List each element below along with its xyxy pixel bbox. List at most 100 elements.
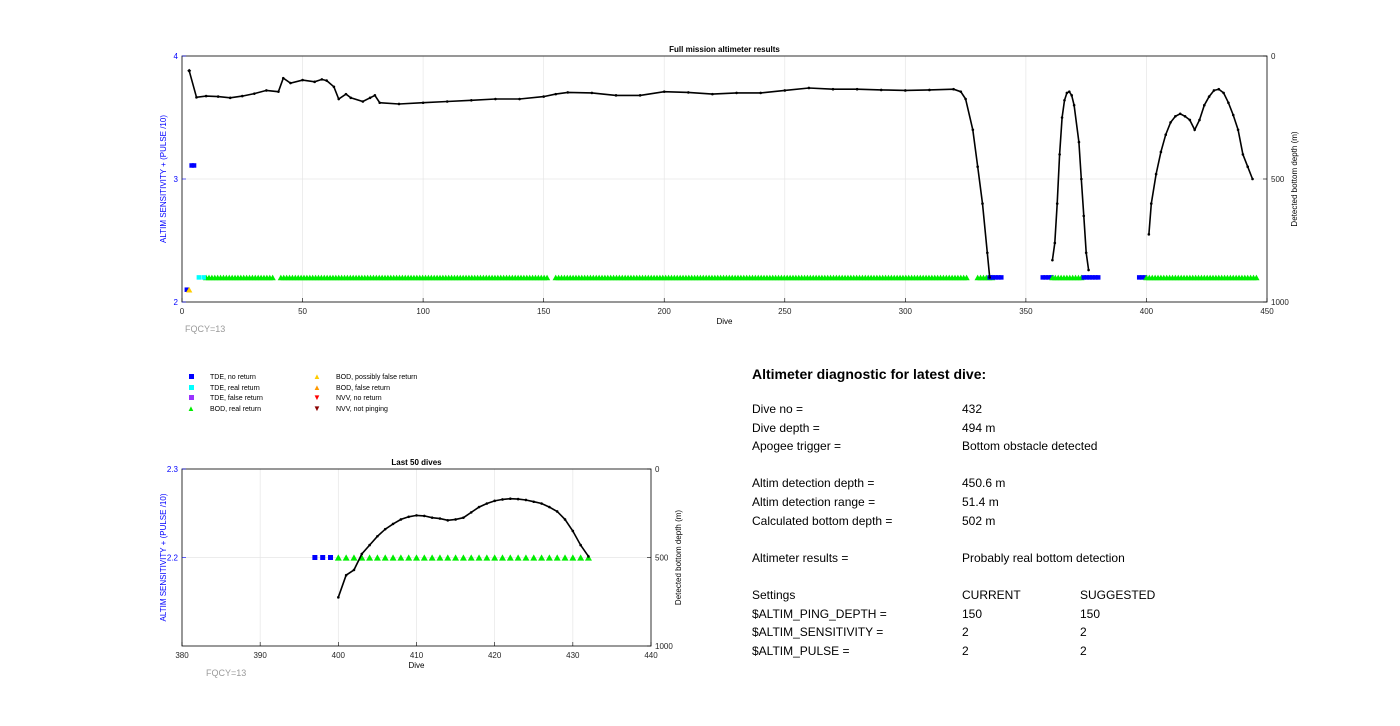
depth-point	[1222, 91, 1225, 95]
depth-point	[1154, 172, 1158, 176]
depth-line	[337, 497, 590, 598]
diagnostic-row: Altimeter results = Probably real bottom …	[752, 549, 1352, 568]
depth-point	[325, 79, 328, 82]
depth-point	[1051, 258, 1054, 262]
legend-item: ▼ NVV, no return	[312, 393, 382, 403]
x-tick-label: 0	[180, 307, 185, 316]
diagnostic-value: 2	[962, 643, 969, 658]
depth-point	[952, 87, 955, 91]
depth-point	[469, 511, 473, 514]
depth-point	[349, 96, 353, 100]
depth-point	[415, 514, 418, 517]
depth-point	[313, 80, 316, 84]
depth-point	[344, 573, 348, 577]
depth-point	[1080, 177, 1083, 181]
diagnostic-label: Calculated bottom depth =	[752, 513, 893, 528]
y-tick-label: 3	[174, 175, 179, 184]
depth-point	[1193, 128, 1196, 132]
depth-point	[265, 89, 268, 92]
legend-square-icon	[186, 383, 196, 393]
frequency-note: FQCY=13	[185, 324, 225, 334]
depth-point	[587, 555, 590, 558]
diagnostic-row: Calculated bottom depth = 502 m	[752, 512, 1352, 531]
depth-point	[373, 94, 377, 97]
diagnostic-label: Altim detection range =	[752, 494, 876, 509]
legend-label: NVV, not pinging	[336, 405, 388, 413]
marker-legend: TDE, no return TDE, real return TDE, false…	[180, 372, 480, 422]
y2-axis-label: Detected bottom depth (m)	[1290, 131, 1299, 226]
band-triangle-marker	[467, 554, 475, 561]
diamond-marker	[187, 68, 192, 73]
marker-bands	[334, 554, 592, 561]
legend-square-swatch	[188, 395, 194, 401]
diagnostic-value: 432	[962, 402, 983, 416]
legend-item: TDE, real return	[186, 383, 260, 393]
square-marker	[328, 555, 334, 560]
depth-point	[493, 499, 496, 503]
depth-point	[735, 91, 738, 95]
y-axis-label: ALTIM SENSITIVITY + (PULSE /10)	[159, 115, 168, 243]
y2-tick-label: 0	[655, 465, 660, 474]
legend-label: TDE, real return	[210, 384, 260, 392]
depth-point	[1198, 118, 1201, 122]
band-triangle-marker	[350, 554, 358, 561]
depth-point	[1067, 90, 1071, 93]
frequency-note: FQCY=13	[206, 668, 246, 678]
diagnostic-value: 502 m	[962, 513, 996, 528]
diagnostic-value: 2	[962, 625, 969, 640]
band-triangle-marker	[334, 554, 342, 561]
diagnostic-row: $ALTIM_PING_DEPTH = 150 150	[752, 605, 1352, 624]
depth-point	[438, 517, 442, 520]
band-square-marker	[1095, 275, 1101, 280]
y2-tick-label: 1000	[1271, 298, 1289, 307]
band-triangle-marker	[475, 554, 483, 561]
diagnostic-spacer	[752, 456, 1352, 475]
square-marker	[189, 163, 194, 168]
depth-point	[361, 100, 365, 103]
depth-point	[1174, 114, 1177, 118]
depth-point	[1236, 128, 1240, 132]
y-tick-label: 2.2	[167, 554, 179, 563]
y-tick-label: 4	[174, 52, 179, 61]
depth-point	[1087, 268, 1090, 272]
legend-triangle-down-icon: ▼	[313, 393, 321, 402]
depth-point	[1065, 91, 1069, 95]
legend-triangle-up-icon: ▲	[187, 403, 195, 413]
x-tick-label: 450	[1260, 307, 1274, 316]
diagnostic-value: Bottom obstacle detected	[962, 439, 1098, 454]
diagnostic-label: Settings	[752, 587, 796, 602]
depth-point	[571, 529, 575, 533]
depth-point	[976, 165, 979, 168]
x-tick-label: 400	[332, 651, 346, 660]
band-triangle-marker	[543, 274, 551, 281]
diagnostic-rows: Dive no = 432 Dive depth = 494 m Apogee trig…	[752, 400, 1352, 660]
legend-triangle-up-icon: ▲	[313, 382, 321, 392]
y2-tick-label: 1000	[655, 642, 673, 651]
depth-point	[638, 94, 642, 97]
depth-point	[1178, 112, 1182, 116]
diagnostic-value: 150	[962, 606, 983, 621]
depth-point	[470, 98, 473, 102]
depth-point	[446, 519, 450, 522]
series-depth	[187, 69, 1254, 279]
legend-item: ▲ BOD, false return	[312, 383, 390, 393]
band-square-marker	[996, 275, 1001, 280]
band-square-marker	[999, 275, 1004, 280]
square-marker	[201, 275, 206, 280]
depth-point	[928, 88, 931, 92]
depth-point	[516, 497, 520, 501]
band-square-marker	[1136, 275, 1142, 280]
band-square-marker	[993, 275, 998, 280]
depth-point	[454, 518, 457, 521]
depth-point	[399, 518, 403, 521]
y2-axis-label: Detected bottom depth (m)	[674, 510, 683, 605]
legend-item: ▼ NVV, not pinging	[312, 404, 388, 414]
depth-point	[831, 87, 835, 91]
depth-point	[563, 518, 567, 521]
depth-point	[1070, 94, 1073, 97]
depth-point	[501, 498, 504, 501]
y2-tick-label: 500	[1271, 175, 1285, 184]
depth-point	[1231, 113, 1235, 117]
depth-point	[1149, 202, 1153, 205]
